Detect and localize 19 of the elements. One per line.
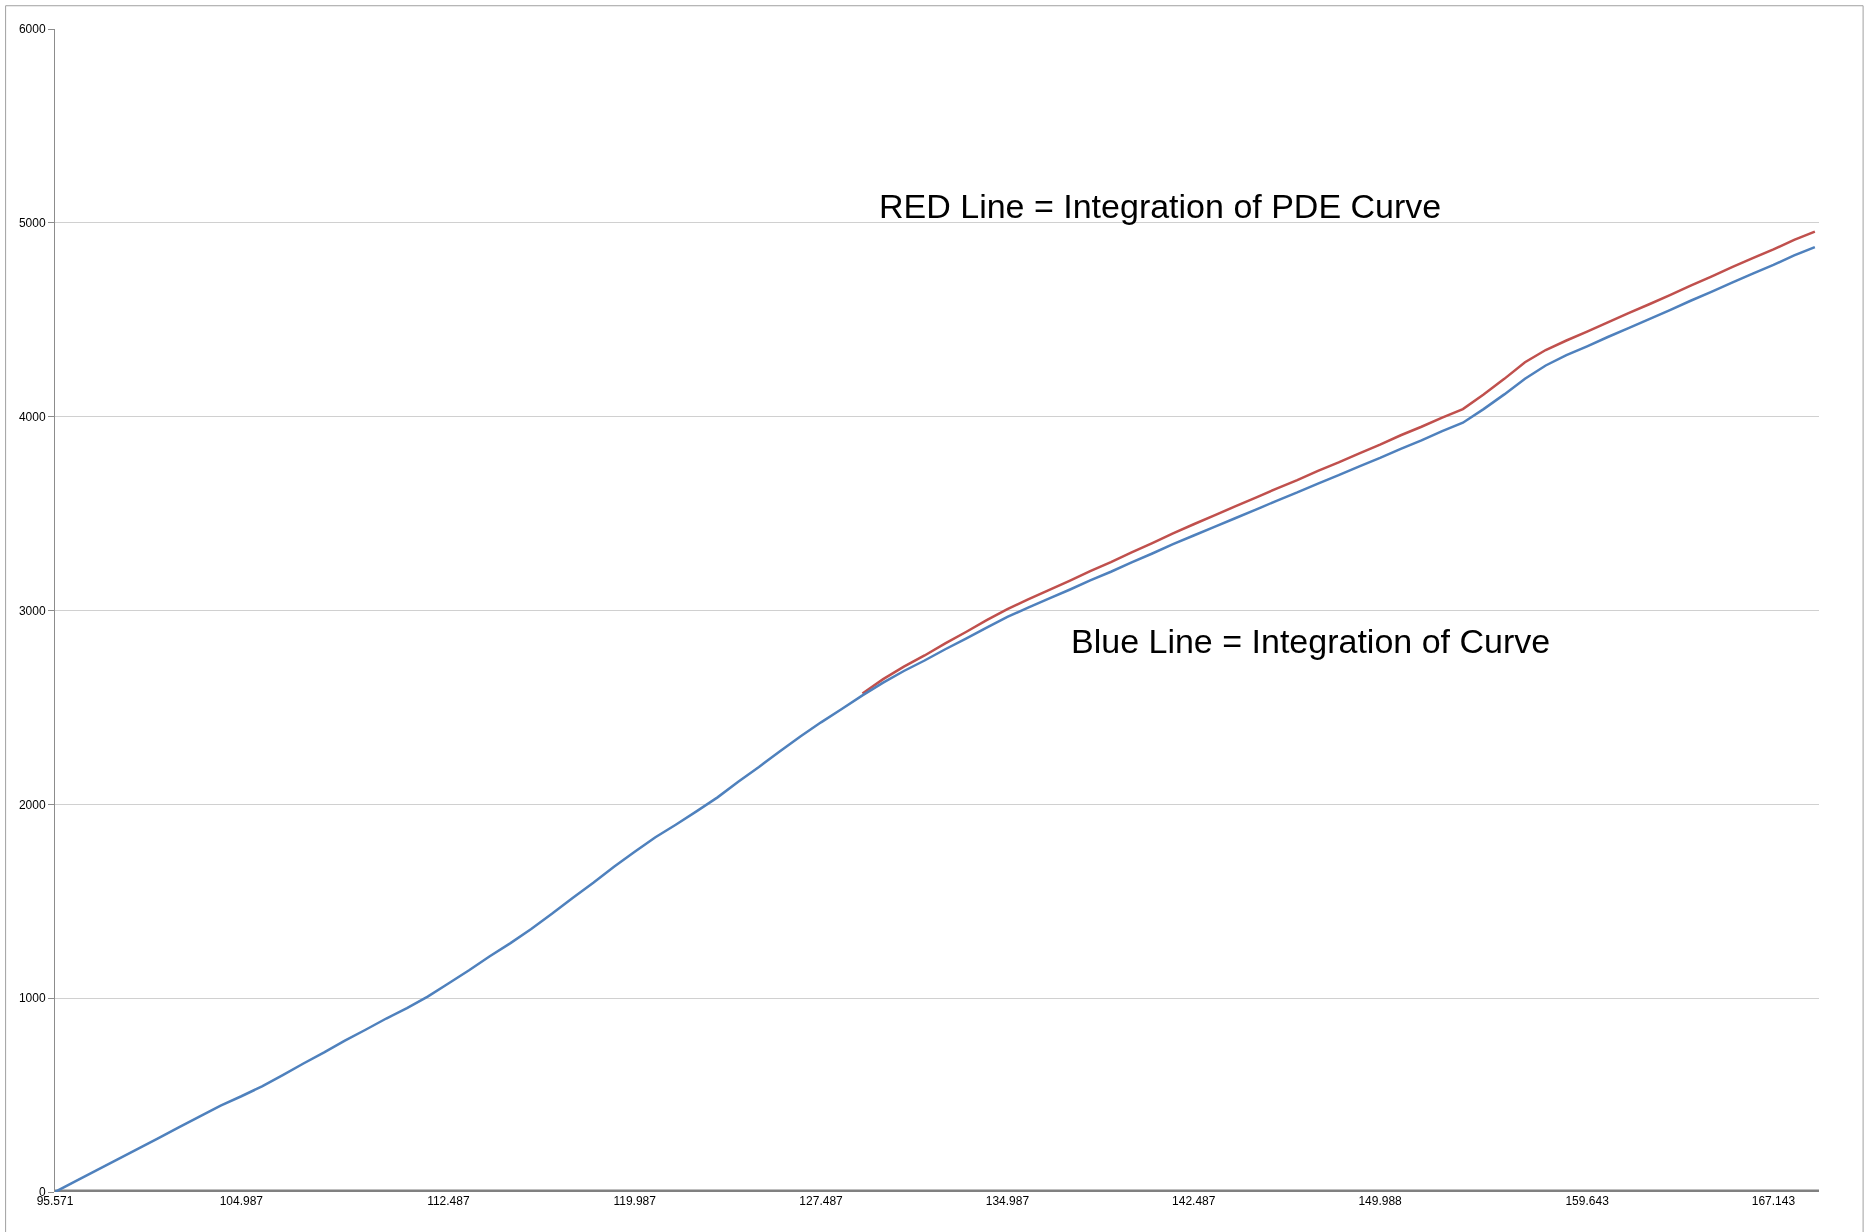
x-tick-label: 104.987 (219, 1194, 264, 1208)
x-tick-label: 119.987 (613, 1194, 657, 1208)
y-tick-label: 2000 (18, 797, 46, 812)
line-series (861, 230, 1817, 695)
annotation: RED Line = Integration of PDE Curve (879, 187, 1442, 225)
y-tick-label: 1000 (18, 991, 46, 1006)
x-tick-label: 159.643 (1565, 1194, 1610, 1208)
annotation: Blue Line = Integration of Curve (1071, 622, 1551, 660)
x-tick-label: 134.987 (985, 1194, 1030, 1208)
y-tick-label: 3000 (18, 603, 46, 618)
x-tick-label: 112.487 (427, 1194, 470, 1208)
line-series (55, 245, 1817, 1192)
x-tick-label: 127.487 (799, 1194, 844, 1208)
y-tick-label: 4000 (18, 409, 46, 424)
x-tick-label: 167.143 (1751, 1194, 1796, 1208)
x-tick-label: 142.487 (1172, 1194, 1216, 1208)
y-tick-label: 5000 (18, 216, 46, 231)
x-tick-label: 149.988 (1358, 1194, 1403, 1208)
y-tick-label: 6000 (18, 22, 46, 37)
